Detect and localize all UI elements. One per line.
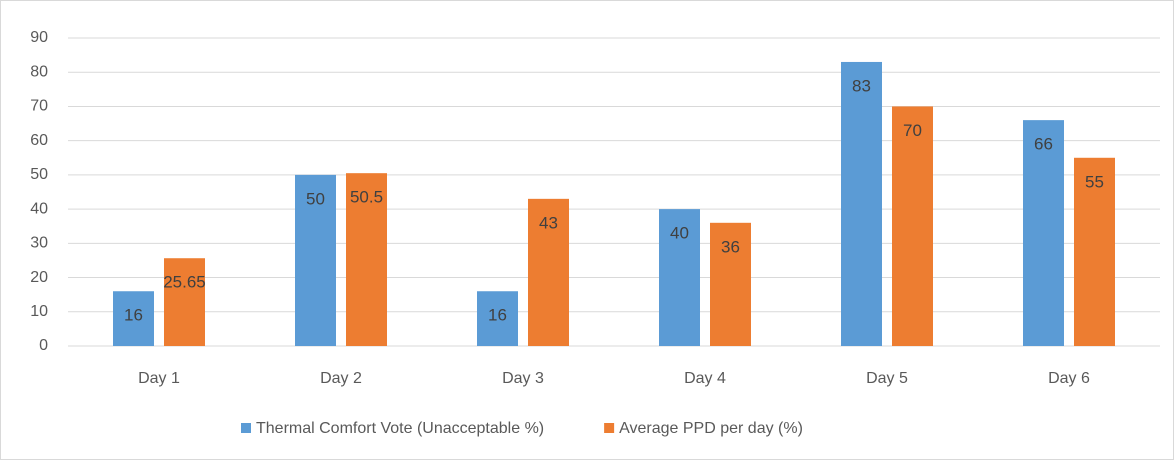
y-tick-label: 30	[30, 235, 48, 252]
data-label: 50	[306, 189, 325, 208]
data-label: 50.5	[350, 188, 383, 207]
data-label: 55	[1085, 172, 1104, 191]
y-tick-label: 20	[30, 269, 48, 286]
y-tick-label: 60	[30, 132, 48, 149]
x-tick-label: Day 2	[320, 370, 362, 387]
data-label: 25.65	[163, 273, 206, 292]
legend-swatch	[241, 423, 251, 433]
bar	[710, 222, 751, 346]
data-label: 43	[539, 213, 558, 232]
y-tick-label: 80	[30, 63, 48, 80]
bar	[659, 209, 700, 346]
x-tick-label: Day 3	[502, 370, 544, 387]
y-tick-label: 10	[30, 303, 48, 320]
y-tick-label: 0	[39, 337, 48, 354]
bar	[1023, 120, 1064, 346]
x-tick-label: Day 6	[1048, 370, 1090, 387]
x-tick-label: Day 4	[684, 370, 726, 387]
y-tick-label: 50	[30, 166, 48, 183]
x-tick-label: Day 5	[866, 370, 908, 387]
bar	[528, 198, 569, 346]
data-label: 16	[488, 306, 507, 325]
data-label: 70	[903, 121, 922, 140]
y-tick-label: 40	[30, 200, 48, 217]
y-tick-label: 70	[30, 98, 48, 115]
data-label: 36	[721, 237, 740, 256]
data-label: 16	[124, 306, 143, 325]
legend-swatch	[604, 423, 615, 433]
bar	[164, 258, 205, 346]
data-label: 66	[1034, 135, 1053, 154]
bar	[892, 106, 933, 346]
legend-label: Thermal Comfort Vote (Unacceptable %)	[256, 420, 544, 437]
data-label: 83	[852, 76, 871, 95]
bar	[1074, 157, 1115, 346]
data-label: 40	[670, 224, 689, 243]
bar	[113, 291, 154, 346]
x-tick-label: Day 1	[138, 370, 180, 387]
y-tick-label: 90	[30, 29, 48, 46]
bar	[477, 291, 518, 346]
bar	[346, 173, 387, 346]
bar	[841, 61, 882, 346]
legend-label: Average PPD per day (%)	[619, 420, 803, 437]
bar	[295, 174, 336, 346]
